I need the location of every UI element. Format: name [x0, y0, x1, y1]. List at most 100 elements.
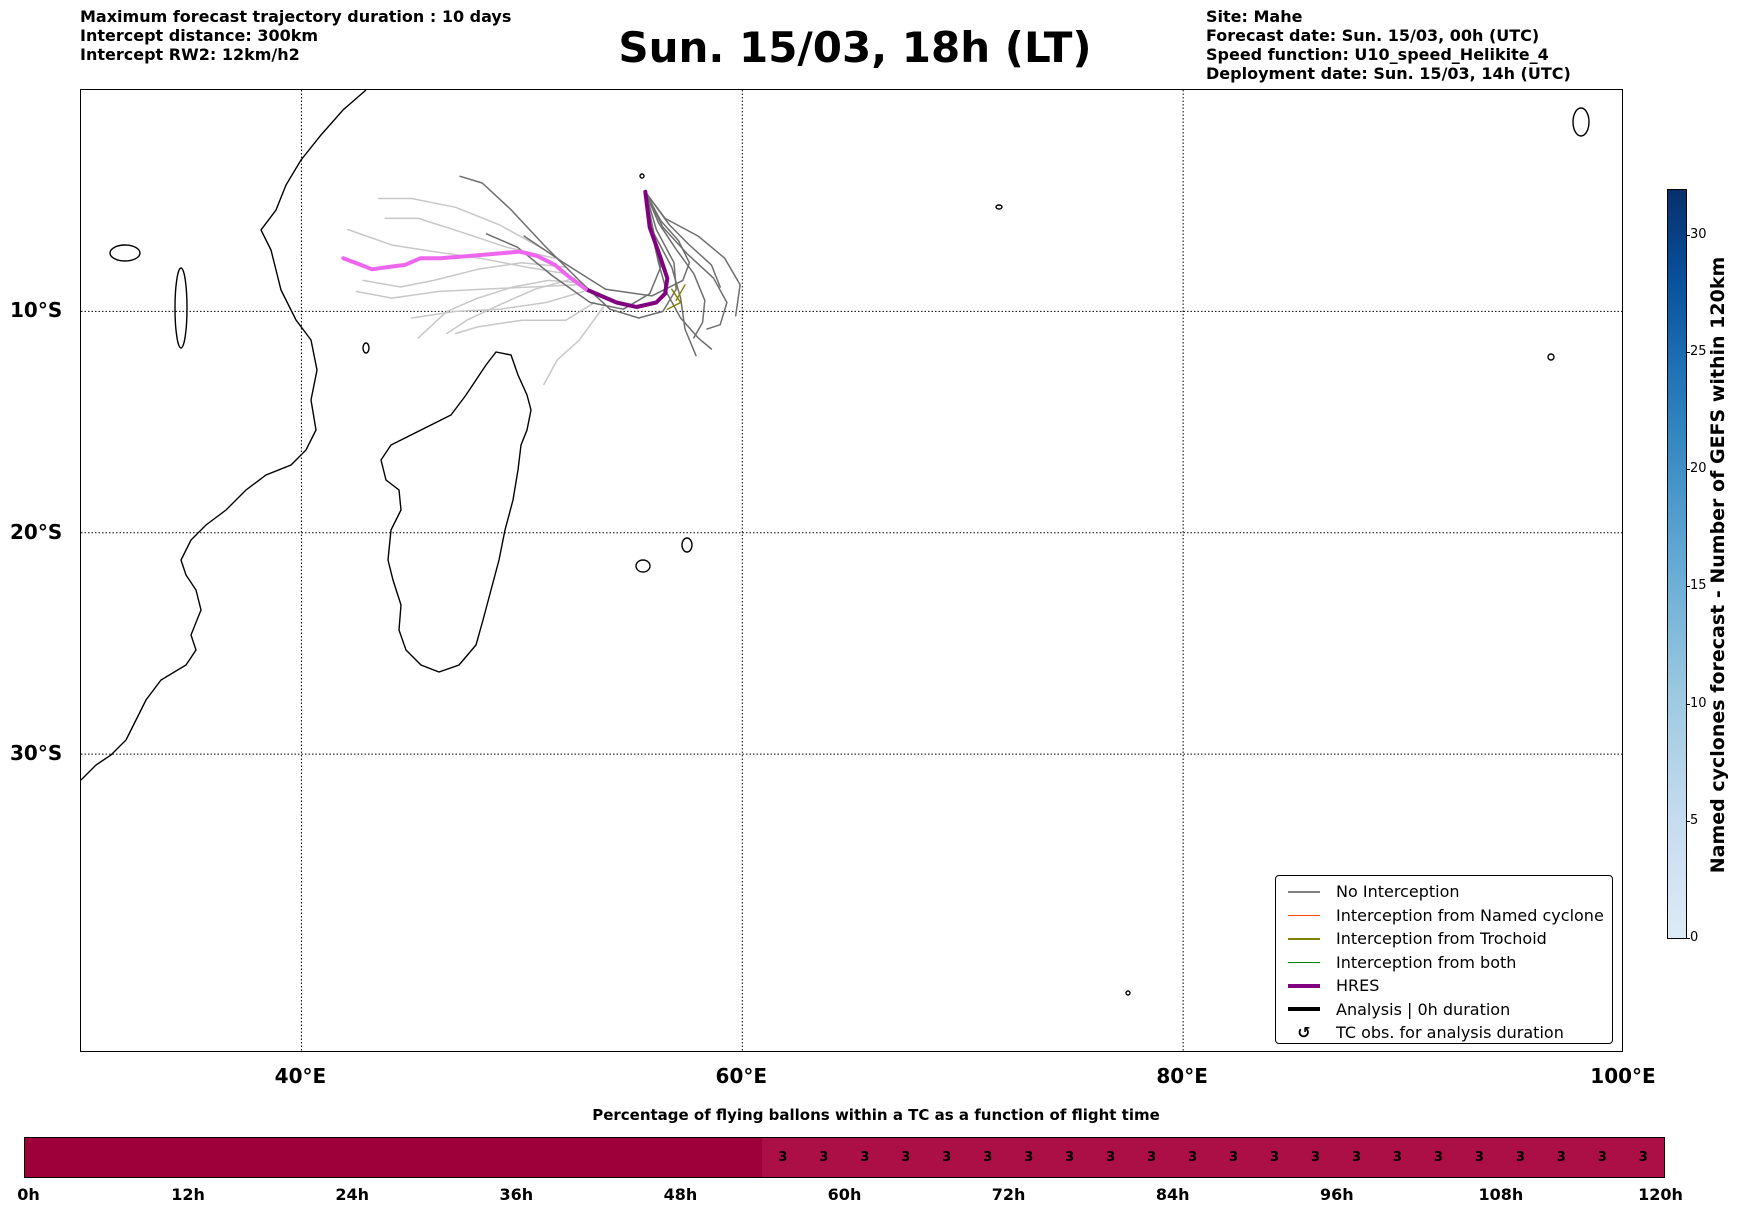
legend-swatch [1284, 933, 1324, 945]
timebar-cell-value: 3 [803, 1138, 845, 1177]
island-f [1572, 107, 1590, 137]
colorbar-tick-label: 20 [1686, 461, 1707, 477]
timebar-cell-value: 3 [967, 1138, 1009, 1177]
timebar-cell-value: 3 [1458, 1138, 1500, 1177]
timebar-cell-value: 3 [1254, 1138, 1296, 1177]
timebar-cell-value: 3 [762, 1138, 804, 1177]
comoros-island [362, 342, 370, 354]
trochoid-track [675, 284, 686, 302]
timebar-tick-label: 96h [1319, 1185, 1354, 1204]
madagascar-coastline [380, 351, 532, 673]
ensemble-track [644, 191, 728, 330]
timebar-cell-value: 3 [1049, 1138, 1091, 1177]
timebar-tick-label: 0h [17, 1185, 40, 1204]
lat-tick-label: 10°S [10, 298, 63, 323]
legend-swatch [1284, 956, 1324, 968]
header-left: Maximum forecast trajectory duration : 1… [80, 7, 511, 64]
max-duration-text: Maximum forecast trajectory duration : 1… [80, 7, 512, 26]
timebar-tick-label: 72h [991, 1185, 1026, 1204]
legend-item: ↺ TC obs. for analysis duration [1284, 1021, 1604, 1045]
hres-track-far [341, 249, 588, 292]
island-a [995, 204, 1003, 210]
timebar-title: Percentage of flying ballons within a TC… [592, 1106, 1160, 1124]
legend-swatch [1284, 1003, 1324, 1015]
legend-label: HRES [1336, 976, 1380, 996]
timebar-cell-value: 3 [1499, 1138, 1541, 1177]
far-ensemble-track [446, 277, 576, 335]
coastlines [81, 90, 1590, 996]
timebar-tick-label: 12h [171, 1185, 205, 1204]
colorbar-label: Named cyclones forecast - Number of GEFS… [1707, 256, 1729, 874]
timebar-cell-value: 3 [1581, 1138, 1623, 1177]
ensemble-track [459, 175, 677, 319]
legend-item: Interception from Named cyclone [1284, 904, 1604, 928]
trochoid-track [666, 288, 682, 310]
timebar-tick-label: 120h [1638, 1185, 1683, 1204]
graticule [81, 90, 1622, 1051]
africa-coastline [81, 90, 367, 781]
timebar-cell-value: 3 [1213, 1138, 1255, 1177]
legend-label: Interception from Named cyclone [1336, 905, 1604, 925]
ensemble-track [644, 191, 706, 339]
legend-swatch [1284, 980, 1324, 992]
legend-label: TC obs. for analysis duration [1336, 1023, 1564, 1043]
timebar-cell-empty [147, 1138, 189, 1177]
timebar-cell-empty [270, 1138, 312, 1177]
timebar-cell-value: 3 [1131, 1138, 1173, 1177]
timebar-cell-empty [557, 1138, 599, 1177]
timebar-tick-label: 24h [335, 1185, 370, 1204]
timebar-cell-empty [188, 1138, 230, 1177]
far-ensemble-track [377, 197, 545, 251]
timebar-tick-label: 60h [827, 1185, 862, 1204]
legend-item: Interception from both [1284, 951, 1604, 975]
forecast-date-text: Forecast date: Sun. 15/03, 00h (UTC) [1206, 26, 1540, 45]
colorbar-tick-label: 30 [1686, 226, 1707, 242]
timebar-cell-value: 3 [1090, 1138, 1132, 1177]
legend-item: Analysis | 0h duration [1284, 998, 1604, 1022]
timebar-cell-empty [393, 1138, 435, 1177]
legend-label: Analysis | 0h duration [1336, 999, 1511, 1019]
legend-swatch: ↺ [1297, 1022, 1311, 1042]
far-ensemble-track [355, 284, 578, 299]
timebar-cell-empty [516, 1138, 558, 1177]
ensemble-tracks [459, 175, 741, 357]
lon-tick-label: 60°E [715, 1064, 768, 1088]
legend-label: Interception from Trochoid [1336, 929, 1547, 949]
timebar-cell-empty [25, 1138, 66, 1177]
timebar-cell-value: 3 [1417, 1138, 1459, 1177]
timebar-cell-value: 3 [1376, 1138, 1418, 1177]
timebar-cell-empty [352, 1138, 394, 1177]
island-b [1547, 353, 1555, 361]
timebar-cell-value: 3 [1295, 1138, 1336, 1177]
timebar-cell-value: 3 [1172, 1138, 1214, 1177]
island-e [174, 267, 188, 349]
timebar-cell-empty [65, 1138, 107, 1177]
timebar-cell-empty [311, 1138, 353, 1177]
far-ensemble-track [543, 306, 605, 386]
colorbar-tick-label: 0 [1685, 930, 1699, 945]
reunion-island [635, 559, 651, 573]
timebar-cell-empty [721, 1138, 763, 1177]
ensemble-track [523, 191, 691, 297]
seychelles-island [639, 173, 645, 179]
lon-tick-label: 80°E [1156, 1064, 1208, 1088]
lat-tick-label: 30°S [10, 741, 63, 766]
timebar-cell-value: 3 [1008, 1138, 1050, 1177]
far-ensemble-track [346, 228, 567, 275]
legend-label: No Interception [1336, 882, 1460, 902]
colorbar-tick-label: 25 [1686, 344, 1707, 360]
island-d [109, 244, 141, 262]
page-title: Sun. 15/03, 18h (LT) [618, 23, 1092, 72]
island-c [1125, 990, 1131, 996]
speed-function-text: Speed function: U10_speed_Helikite_4 [1206, 45, 1549, 64]
legend-item: Interception from Trochoid [1284, 927, 1604, 951]
far-ensemble-track [410, 290, 585, 319]
timebar-cell-value: 3 [844, 1138, 886, 1177]
legend-swatch [1284, 886, 1324, 898]
colorbar-tick-label: 10 [1686, 695, 1707, 711]
timebar-tick-label: 48h [663, 1185, 698, 1204]
far-ensemble-track [454, 301, 596, 335]
timebar-cell-value: 3 [1540, 1138, 1582, 1177]
timebar-tick-label: 36h [499, 1185, 534, 1204]
lon-tick-label: 40°E [274, 1064, 327, 1088]
